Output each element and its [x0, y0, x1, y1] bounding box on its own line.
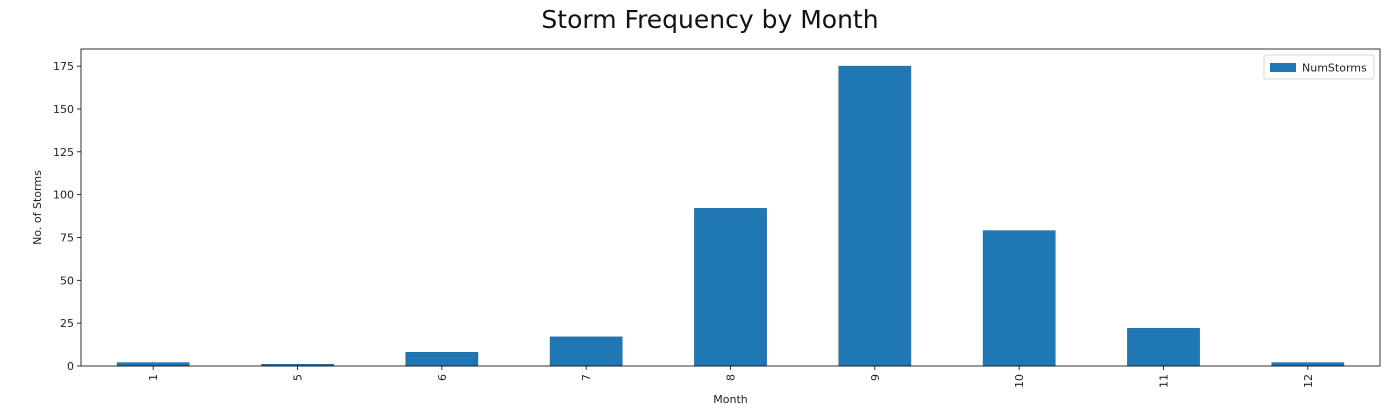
chart-title: Storm Frequency by Month: [541, 5, 878, 34]
y-tick-label: 50: [60, 274, 74, 287]
x-tick-label-5: 5: [292, 374, 305, 381]
bar-month-12: [1271, 362, 1345, 367]
bar-month-7: [549, 336, 623, 367]
legend-swatch: [1270, 63, 1296, 72]
bars-layer: [116, 65, 1345, 367]
y-tick-label: 75: [60, 231, 74, 244]
legend-box: [1263, 54, 1375, 80]
x-tick-label-1: 1: [147, 374, 160, 381]
bar-month-10: [982, 230, 1056, 367]
bar-month-11: [1127, 328, 1200, 367]
x-tick-label-9: 9: [869, 374, 882, 381]
x-axis-label: Month: [713, 393, 748, 406]
y-tick-label: 150: [53, 103, 74, 116]
x-tick-label-8: 8: [725, 374, 738, 381]
legend-label-numstorms: NumStorms: [1302, 62, 1367, 75]
bar-month-9: [838, 65, 912, 367]
x-axis: 1 5 6 7 8 9 10 11 12: [147, 366, 1315, 388]
legend: NumStorms: [1263, 54, 1375, 80]
x-tick-label-7: 7: [580, 374, 593, 381]
y-axis: 0 25 50 75 100 125 150 175: [53, 60, 81, 373]
y-tick-label: 175: [53, 60, 74, 73]
y-tick-label: 100: [53, 189, 74, 202]
y-tick-label: 125: [53, 146, 74, 159]
x-tick-label-12: 12: [1302, 374, 1315, 388]
plot-frame: [80, 48, 1381, 367]
x-tick-label-11: 11: [1158, 374, 1171, 388]
x-tick-label-6: 6: [436, 374, 449, 381]
y-axis-label: No. of Storms: [31, 170, 44, 245]
bar-month-6: [405, 352, 479, 367]
y-tick-label: 25: [60, 317, 74, 330]
y-tick-label: 0: [67, 360, 74, 373]
bar-month-8: [694, 208, 767, 367]
x-tick-label-10: 10: [1013, 374, 1026, 388]
bar-month-1: [116, 362, 190, 367]
